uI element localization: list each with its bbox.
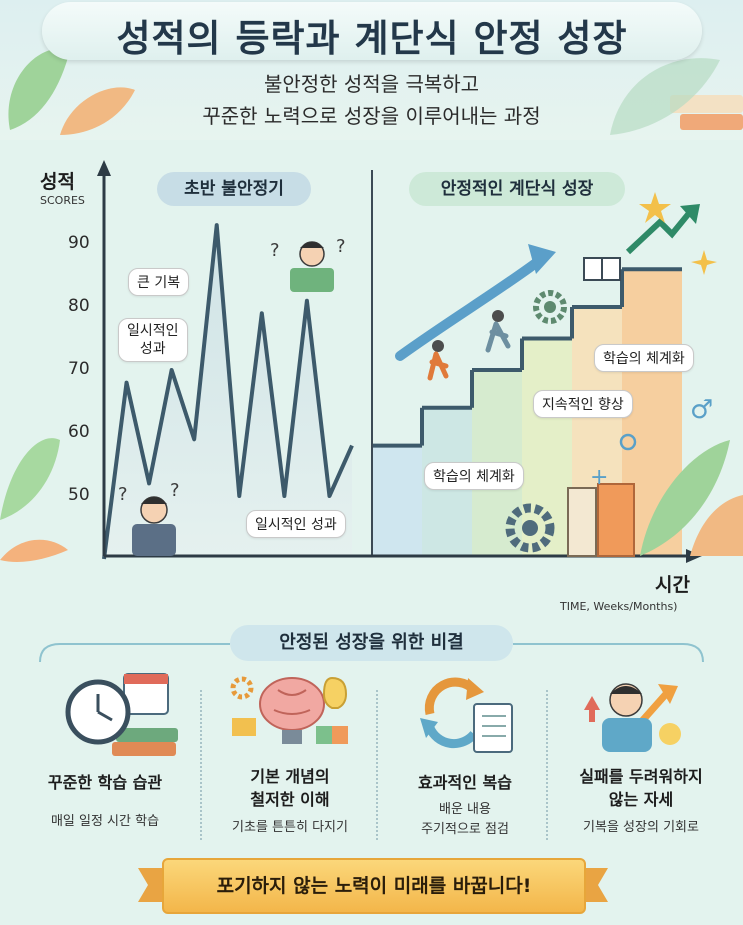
tip-2-title-line1: 기본 개념의 xyxy=(250,767,330,786)
leaf-left-decoration xyxy=(8,48,135,135)
confident-student-icon xyxy=(584,683,681,752)
tip-2-title-line2: 철저한 이해 xyxy=(250,790,330,809)
y-axis-arrow xyxy=(97,160,111,176)
svg-text:?: ? xyxy=(270,240,280,261)
unstable-area xyxy=(104,225,352,559)
tip-1-desc: 매일 일정 시간 학습 xyxy=(50,814,160,829)
y-tick-label: 60 xyxy=(68,422,90,442)
tip-4-title-line2: 않는 자세 xyxy=(608,790,674,809)
subtitle-line-2: 꾸준한 노력으로 성장을 이루어내는 과정 xyxy=(202,104,541,128)
svg-text:?: ? xyxy=(170,480,180,501)
tip-divider-2 xyxy=(376,690,378,840)
plant-right-decoration xyxy=(640,440,743,556)
star-icon xyxy=(639,192,671,223)
tip-4-desc: 기복을 성장의 기회로 xyxy=(583,820,699,835)
svg-text:?: ? xyxy=(336,236,346,257)
y-tick-label: 50 xyxy=(68,485,90,505)
tip-divider-1 xyxy=(200,690,202,840)
svg-text:?: ? xyxy=(118,484,128,505)
bubble-temporary-result: 일시적인 성과 xyxy=(118,318,188,362)
tip-3-desc-line1: 배운 내용 xyxy=(439,802,491,817)
circle-decoration-icon xyxy=(619,433,637,451)
tips-heading-frame xyxy=(39,643,704,663)
gear-icon xyxy=(533,290,567,324)
tip-4-title-line1: 실패를 두려워하지 xyxy=(579,767,703,786)
step-bar xyxy=(372,445,422,556)
bubble-temporary-result-bottom: 일시적인 성과 xyxy=(246,510,346,538)
tips-heading: 안정된 성장을 위한 비결 xyxy=(230,625,513,661)
male-symbol-icon: ♂ xyxy=(690,395,713,425)
climber-lower-icon xyxy=(427,340,449,381)
trend-arrow xyxy=(625,210,693,255)
worried-student-icon: ? ? xyxy=(270,236,346,292)
book-icon xyxy=(583,257,621,281)
step-bars xyxy=(372,267,682,556)
growth-arrow xyxy=(395,255,545,361)
bubble-systematize-top: 학습의 체계화 xyxy=(594,344,694,372)
score-chart: + ♂ ? ? ? ? xyxy=(0,160,743,563)
title-pill xyxy=(42,2,702,60)
y-tick-label: 80 xyxy=(68,296,90,316)
growth-arrow-head xyxy=(528,244,556,274)
banner-text: 포기하지 않는 노력이 미래를 바꿉니다! xyxy=(216,875,532,897)
clock-books-icon xyxy=(65,673,178,756)
x-axis-title: 시간 xyxy=(655,574,690,596)
y-tick-label: 70 xyxy=(68,359,90,379)
y-tick-label: 90 xyxy=(68,233,90,253)
plant-left-decoration xyxy=(0,438,68,562)
review-cycle-icon xyxy=(420,677,513,753)
bubble-systematize-bottom: 학습의 체계화 xyxy=(424,462,524,490)
gear-large-icon xyxy=(505,503,555,553)
tip-3-desc-line2: 주기적으로 점검 xyxy=(421,822,509,837)
bubble-temporary-line2: 성과 xyxy=(139,341,166,357)
brain-icon xyxy=(230,676,348,744)
tip-2-desc: 기초를 튼튼히 다지기 xyxy=(232,820,348,835)
books-stack-icon xyxy=(567,483,635,557)
tip-1-title: 꾸준한 학습 습관 xyxy=(47,773,163,792)
y-axis-title: 성적 xyxy=(40,171,75,193)
left-section-label: 초반 불안정기 xyxy=(157,172,311,206)
bubble-temporary-line1: 일시적인 xyxy=(127,323,179,339)
plot-background xyxy=(104,225,352,559)
trend-arrow-head xyxy=(680,204,700,224)
right-section-label: 안정적인 계단식 성장 xyxy=(409,172,625,206)
subtitle-line-1: 불안정한 성적을 극복하고 xyxy=(263,72,480,96)
sparkle-icon xyxy=(691,250,717,275)
climber-upper-icon xyxy=(485,310,511,353)
bubble-continuous-improvement: 지속적인 향상 xyxy=(533,390,633,418)
motivation-banner xyxy=(162,858,586,914)
x-axis-subtitle: TIME, Weeks/Months) xyxy=(560,600,678,613)
plus-icon: + xyxy=(590,465,608,490)
tip-divider-3 xyxy=(546,690,548,840)
book-right-decoration xyxy=(610,58,743,135)
unstable-score-line xyxy=(102,223,354,560)
page-title: 성적의 등락과 계단식 안정 성장 xyxy=(116,17,628,60)
tip-3-title: 효과적인 복습 xyxy=(418,773,512,792)
bubble-big-fluctuation: 큰 기복 xyxy=(128,268,190,296)
confused-student-icon: ? ? xyxy=(118,480,180,556)
y-axis-subtitle: SCORES xyxy=(40,194,85,207)
unstable-line xyxy=(102,223,354,560)
